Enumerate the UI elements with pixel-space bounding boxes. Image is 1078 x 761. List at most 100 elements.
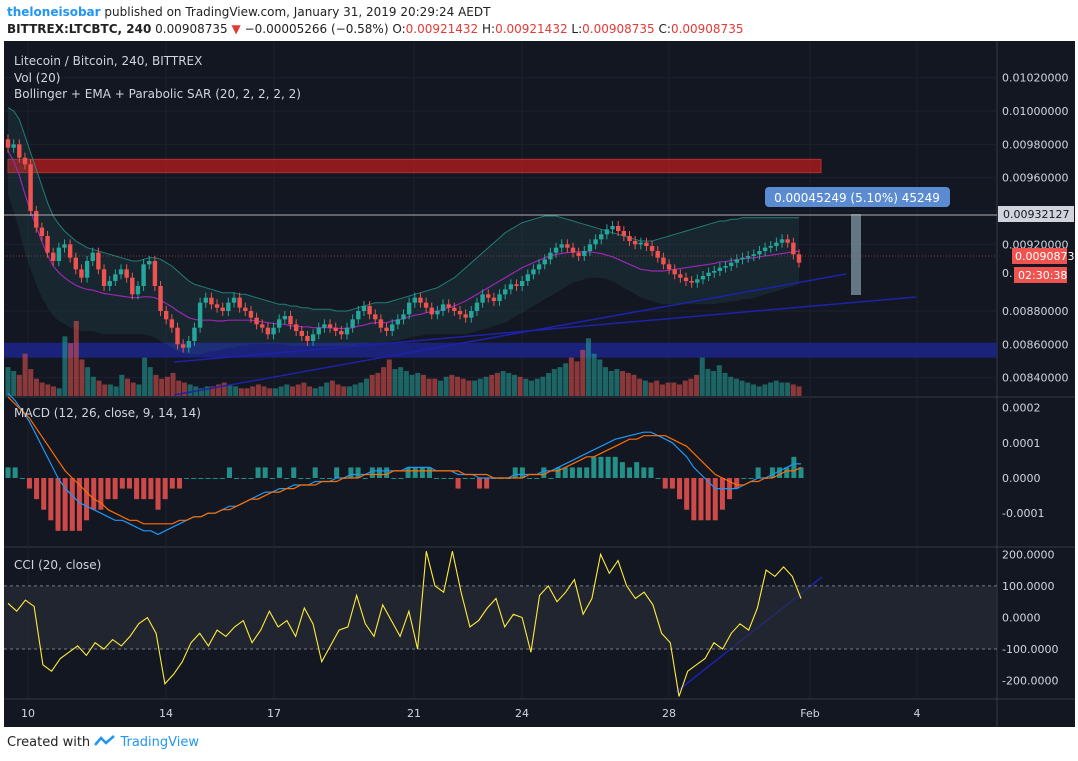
macd-histogram-bar bbox=[105, 477, 111, 500]
candle-body bbox=[333, 327, 338, 331]
footer-brand[interactable]: TradingView bbox=[120, 735, 199, 750]
volume-bar bbox=[176, 380, 182, 396]
candle-body bbox=[531, 269, 536, 275]
bollinger-fill bbox=[8, 107, 799, 355]
candle-body bbox=[254, 317, 259, 325]
candle-body bbox=[423, 302, 429, 308]
macd-histogram-bar bbox=[34, 477, 40, 500]
price-tick-label: 0.01020000 bbox=[1002, 72, 1068, 85]
chart-svg[interactable]: 10 14 17 21 24 28 Feb 4 0.01020000 0.01000000 0.00… bbox=[4, 41, 1075, 727]
macd-histogram-bar bbox=[348, 467, 354, 478]
candle-body bbox=[480, 294, 485, 303]
volume-bar bbox=[96, 380, 102, 396]
volume-bar bbox=[785, 382, 791, 396]
volume-bar bbox=[534, 378, 540, 396]
volume-bar bbox=[477, 378, 483, 396]
candle-body bbox=[265, 327, 271, 335]
macd-histogram-bar bbox=[312, 467, 318, 478]
macd-histogram-bar bbox=[41, 477, 47, 510]
volume-bar bbox=[523, 378, 529, 396]
macd-histogram-bar bbox=[141, 477, 147, 500]
legend-volume[interactable]: Vol (20) bbox=[14, 71, 60, 85]
candle-body bbox=[418, 297, 423, 303]
open-value: 0.00921432 bbox=[405, 22, 479, 36]
macd-histogram-bar bbox=[176, 477, 182, 489]
candle-body bbox=[712, 271, 717, 273]
macd-histogram-bar bbox=[641, 467, 647, 478]
candle-body bbox=[678, 274, 683, 278]
volume-bar bbox=[437, 380, 443, 396]
tradingview-logo-icon[interactable] bbox=[94, 735, 120, 750]
legend-bollinger[interactable]: Bollinger + EMA + Parabolic SAR (20, 2, … bbox=[14, 87, 301, 101]
volume-bar bbox=[107, 384, 113, 396]
volume-bar bbox=[768, 382, 774, 396]
volume-bar bbox=[597, 359, 603, 396]
price-tick-label: 0.00980000 bbox=[1002, 138, 1068, 151]
macd-histogram-bar bbox=[284, 477, 290, 479]
legend-cci[interactable]: CCI (20, close) bbox=[14, 558, 101, 572]
candle-body bbox=[45, 236, 50, 253]
candle-body bbox=[90, 252, 95, 261]
volume-bar bbox=[620, 371, 626, 396]
candle-body bbox=[203, 297, 208, 303]
macd-histogram-bar bbox=[305, 477, 311, 479]
candle-body bbox=[101, 269, 107, 286]
macd-histogram-bar bbox=[562, 467, 568, 478]
candle-body bbox=[260, 324, 265, 328]
macd-histogram-bar bbox=[598, 456, 604, 478]
volume-bar bbox=[398, 367, 404, 396]
macd-histogram-bar bbox=[798, 467, 804, 478]
volume-bar bbox=[284, 384, 290, 396]
macd-tick-label: -0.0001 bbox=[1002, 507, 1044, 520]
volume-bar bbox=[318, 386, 324, 396]
volume-bar bbox=[642, 380, 648, 396]
candle-body bbox=[22, 157, 28, 165]
x-tick-label: 24 bbox=[515, 707, 529, 720]
legend-title[interactable]: Litecoin / Bitcoin, 240, BITTREX bbox=[14, 54, 202, 68]
candle-body bbox=[130, 277, 135, 295]
volume-bar bbox=[307, 386, 313, 396]
legend-macd[interactable]: MACD (12, 26, close, 9, 14, 14) bbox=[14, 406, 201, 420]
volume-bar bbox=[364, 378, 370, 396]
candle-body bbox=[683, 277, 689, 281]
volume-bar bbox=[16, 374, 22, 396]
cci-line bbox=[7, 551, 802, 697]
volume-bar bbox=[659, 384, 665, 396]
candle-body bbox=[734, 259, 740, 263]
last-price-tag bbox=[1012, 248, 1067, 264]
macd-histogram-bar bbox=[627, 467, 633, 478]
macd-histogram-bar bbox=[398, 477, 404, 479]
volume-bar bbox=[142, 357, 148, 396]
candle-body bbox=[700, 276, 706, 280]
footer-prefix: Created with bbox=[7, 735, 91, 750]
candle-body bbox=[192, 327, 197, 341]
open-label: O: bbox=[392, 22, 406, 36]
candle-body bbox=[723, 266, 728, 268]
candle-body bbox=[740, 257, 745, 260]
macd-histogram-bar bbox=[212, 477, 218, 479]
candle-body bbox=[164, 311, 169, 320]
macd-histogram-bar bbox=[612, 456, 618, 478]
candle-body bbox=[457, 311, 463, 315]
macd-histogram-bar bbox=[355, 467, 361, 478]
x-tick-label: 10 bbox=[21, 707, 35, 720]
author-name[interactable]: theloneisobar bbox=[7, 5, 101, 19]
volume-bar bbox=[130, 382, 136, 396]
candle-body bbox=[542, 259, 547, 265]
volume-bar bbox=[654, 380, 660, 396]
volume-bar bbox=[79, 359, 85, 396]
volume-bar bbox=[22, 353, 28, 396]
candle-body bbox=[344, 327, 350, 335]
candle-body bbox=[757, 251, 762, 255]
chart-area[interactable]: 10 14 17 21 24 28 Feb 4 0.01020000 0.01000000 0.00… bbox=[4, 41, 1075, 727]
current-price-tag bbox=[998, 206, 1074, 222]
volume-bar bbox=[136, 384, 142, 396]
zones-layer bbox=[4, 158, 997, 358]
macd-histogram-bar bbox=[362, 477, 368, 479]
volume-bar bbox=[728, 376, 734, 396]
volume-bar bbox=[147, 367, 153, 396]
candle-body bbox=[599, 234, 604, 240]
candle-body bbox=[440, 304, 446, 311]
macd-histogram-bar bbox=[291, 467, 297, 478]
macd-histogram-bar bbox=[669, 477, 675, 489]
